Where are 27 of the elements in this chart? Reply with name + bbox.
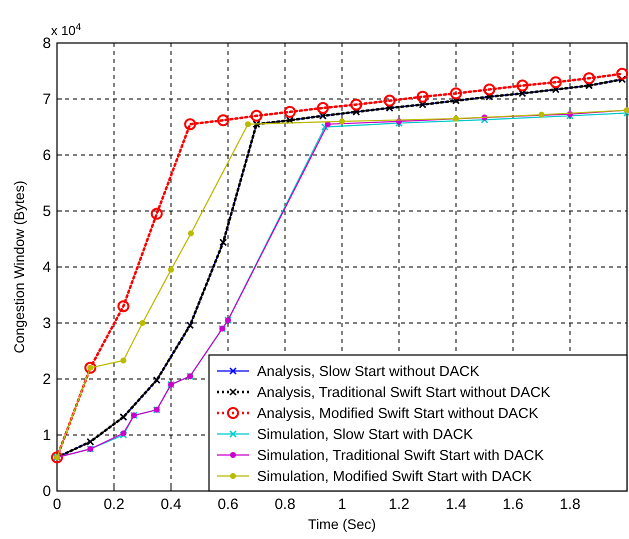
legend-label: Simulation, Traditional Swift Start with DACK (257, 448, 544, 464)
x-tick-label: 0.8 (274, 496, 296, 513)
legend-label: Analysis, Traditional Swift Start without DACK (257, 385, 551, 401)
x-tick-label: 1.2 (388, 496, 410, 513)
y-tick-label: 4 (42, 259, 51, 276)
y-tick-label: 7 (42, 91, 51, 108)
legend-label: Simulation, Slow Start with DACK (257, 427, 474, 443)
x-tick-label: 1.6 (502, 496, 524, 513)
x-tick-label: 0.6 (218, 496, 238, 513)
legend-label: Analysis, Slow Start without DACK (257, 364, 480, 380)
y-tick-label: 8 (42, 35, 51, 52)
y-tick-label: 6 (42, 147, 51, 164)
x-tick-label: 0.2 (104, 496, 124, 513)
x-tick-label: 1.8 (560, 496, 580, 513)
y-tick-label: 1 (42, 427, 51, 444)
x-tick-label: 1 (338, 496, 346, 513)
x-tick-label: 0.4 (160, 496, 182, 513)
y-tick-label: 3 (42, 315, 51, 332)
y-tick-label: 0 (42, 483, 51, 500)
x-tick-label: 1.4 (446, 496, 466, 513)
text: x 10$^{4}$ (51, 22, 82, 38)
legend-label: Analysis, Modified Swift Start without DACK (257, 406, 539, 422)
y-tick-label: 5 (42, 203, 51, 220)
legend-label: Simulation, Modified Swift Start with DACK (257, 469, 532, 485)
y-tick-label: 2 (42, 371, 51, 388)
x-axis-title: Time (Sec) (308, 516, 376, 532)
y-axis-title: Congestion Window (Bytes) (11, 180, 27, 354)
